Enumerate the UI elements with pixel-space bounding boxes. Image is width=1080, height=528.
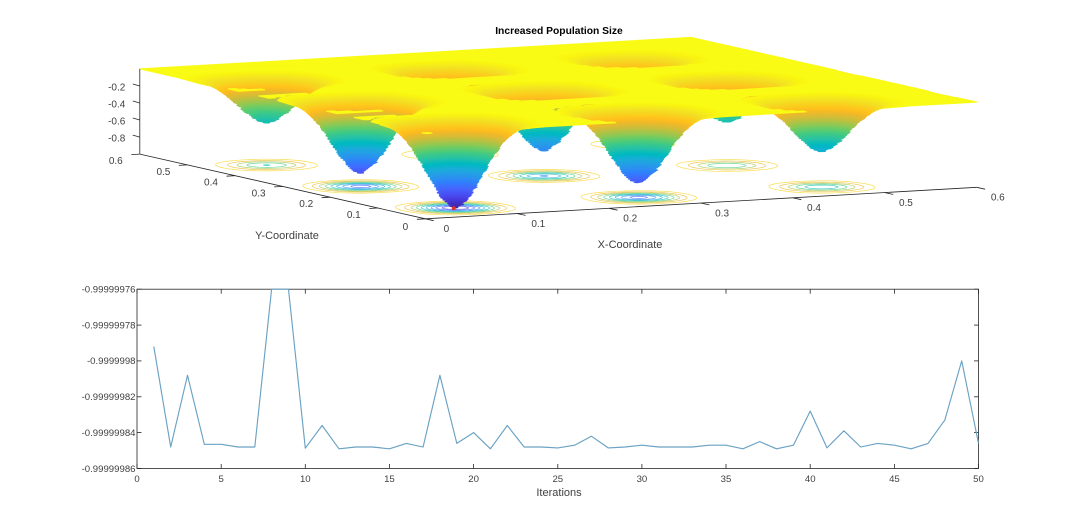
svg-text:-0.8: -0.8 — [108, 133, 126, 144]
svg-text:10: 10 — [300, 474, 311, 485]
svg-text:-0.2: -0.2 — [108, 82, 126, 93]
svg-text:45: 45 — [889, 474, 900, 485]
svg-text:0.6: 0.6 — [991, 193, 1005, 204]
svg-text:0.6: 0.6 — [109, 156, 123, 167]
svg-text:0.3: 0.3 — [252, 189, 266, 200]
svg-text:5: 5 — [219, 474, 224, 485]
svg-text:-0.99999982: -0.99999982 — [82, 392, 136, 403]
svg-text:35: 35 — [721, 474, 732, 485]
svg-text:Increased Population Size: Increased Population Size — [495, 26, 623, 37]
svg-text:-0.99999984: -0.99999984 — [82, 428, 137, 439]
svg-text:0.5: 0.5 — [156, 167, 170, 178]
svg-text:0.4: 0.4 — [204, 178, 218, 189]
svg-text:-0.4: -0.4 — [108, 99, 126, 110]
svg-text:Iterations: Iterations — [536, 487, 582, 499]
svg-text:40: 40 — [805, 474, 816, 485]
svg-text:0.4: 0.4 — [807, 203, 821, 214]
svg-text:20: 20 — [468, 474, 479, 485]
svg-text:15: 15 — [384, 474, 395, 485]
svg-text:0.2: 0.2 — [623, 214, 637, 225]
svg-text:0.1: 0.1 — [347, 210, 361, 221]
svg-text:Y-Coordinate: Y-Coordinate — [255, 230, 319, 242]
svg-text:0.2: 0.2 — [299, 199, 313, 210]
svg-text:0.1: 0.1 — [531, 219, 545, 230]
svg-text:-0.99999986: -0.99999986 — [82, 464, 136, 475]
svg-text:0: 0 — [403, 222, 409, 233]
svg-text:-0.9999998: -0.9999998 — [87, 356, 136, 367]
svg-text:-0.6: -0.6 — [108, 116, 126, 127]
svg-text:0: 0 — [134, 474, 139, 485]
svg-text:0.3: 0.3 — [715, 209, 729, 220]
svg-text:-0.99999978: -0.99999978 — [82, 320, 136, 331]
svg-text:0.5: 0.5 — [899, 198, 913, 209]
svg-text:0: 0 — [444, 224, 450, 235]
svg-text:-0.99999976: -0.99999976 — [82, 285, 136, 296]
svg-text:25: 25 — [552, 474, 563, 485]
svg-text:50: 50 — [973, 474, 984, 485]
svg-text:30: 30 — [637, 474, 648, 485]
svg-text:X-Coordinate: X-Coordinate — [598, 239, 663, 251]
